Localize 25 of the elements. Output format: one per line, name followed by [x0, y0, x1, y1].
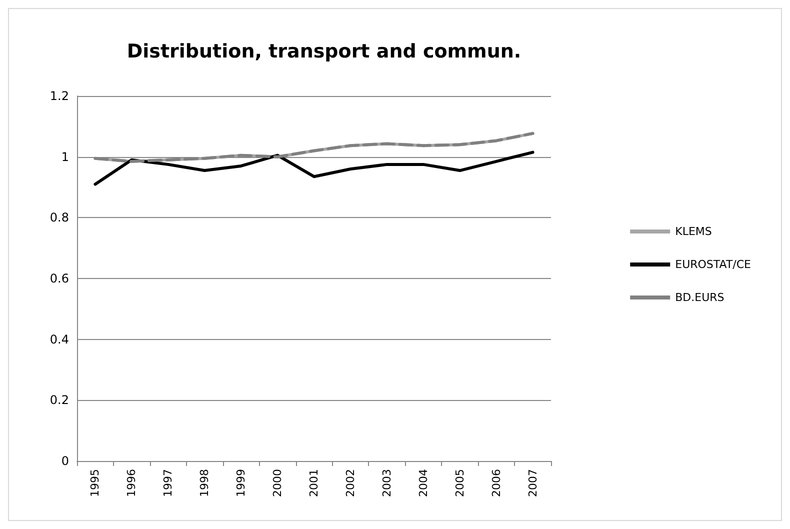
x-tick-label: 2001 [308, 469, 320, 497]
x-tick-label: 1999 [234, 469, 248, 497]
y-tick-label: 0.6 [50, 272, 69, 286]
x-tick-label: 1996 [125, 469, 138, 497]
y-tick-label: 1 [61, 150, 69, 164]
x-tick-label: 2003 [380, 469, 394, 497]
x-tick-label: 1995 [88, 469, 102, 497]
x-tick-label: 2006 [490, 469, 503, 497]
legend-label: EUROSTAT/CE [675, 258, 752, 271]
legend-label: KLEMS [675, 225, 712, 238]
y-tick-label: 0 [61, 454, 69, 468]
y-tick-label: 1.2 [50, 89, 69, 103]
x-tick-label: 1997 [162, 469, 175, 497]
legend-label: BD.EURS [675, 291, 724, 304]
x-tick-label: 2007 [526, 469, 540, 497]
chart-title: Distribution, transport and commun. [126, 40, 522, 62]
x-tick-label: 2005 [453, 469, 466, 497]
x-tick-label: 2004 [416, 469, 430, 497]
y-tick-label: 0.4 [50, 332, 69, 346]
x-tick-label: 2002 [344, 469, 357, 497]
x-tick-label: 1998 [198, 469, 212, 497]
x-tick-label: 2000 [271, 469, 284, 497]
y-tick-label: 0.8 [50, 210, 69, 225]
line-series [94, 150, 534, 186]
y-tick-label: 0.2 [50, 393, 69, 408]
